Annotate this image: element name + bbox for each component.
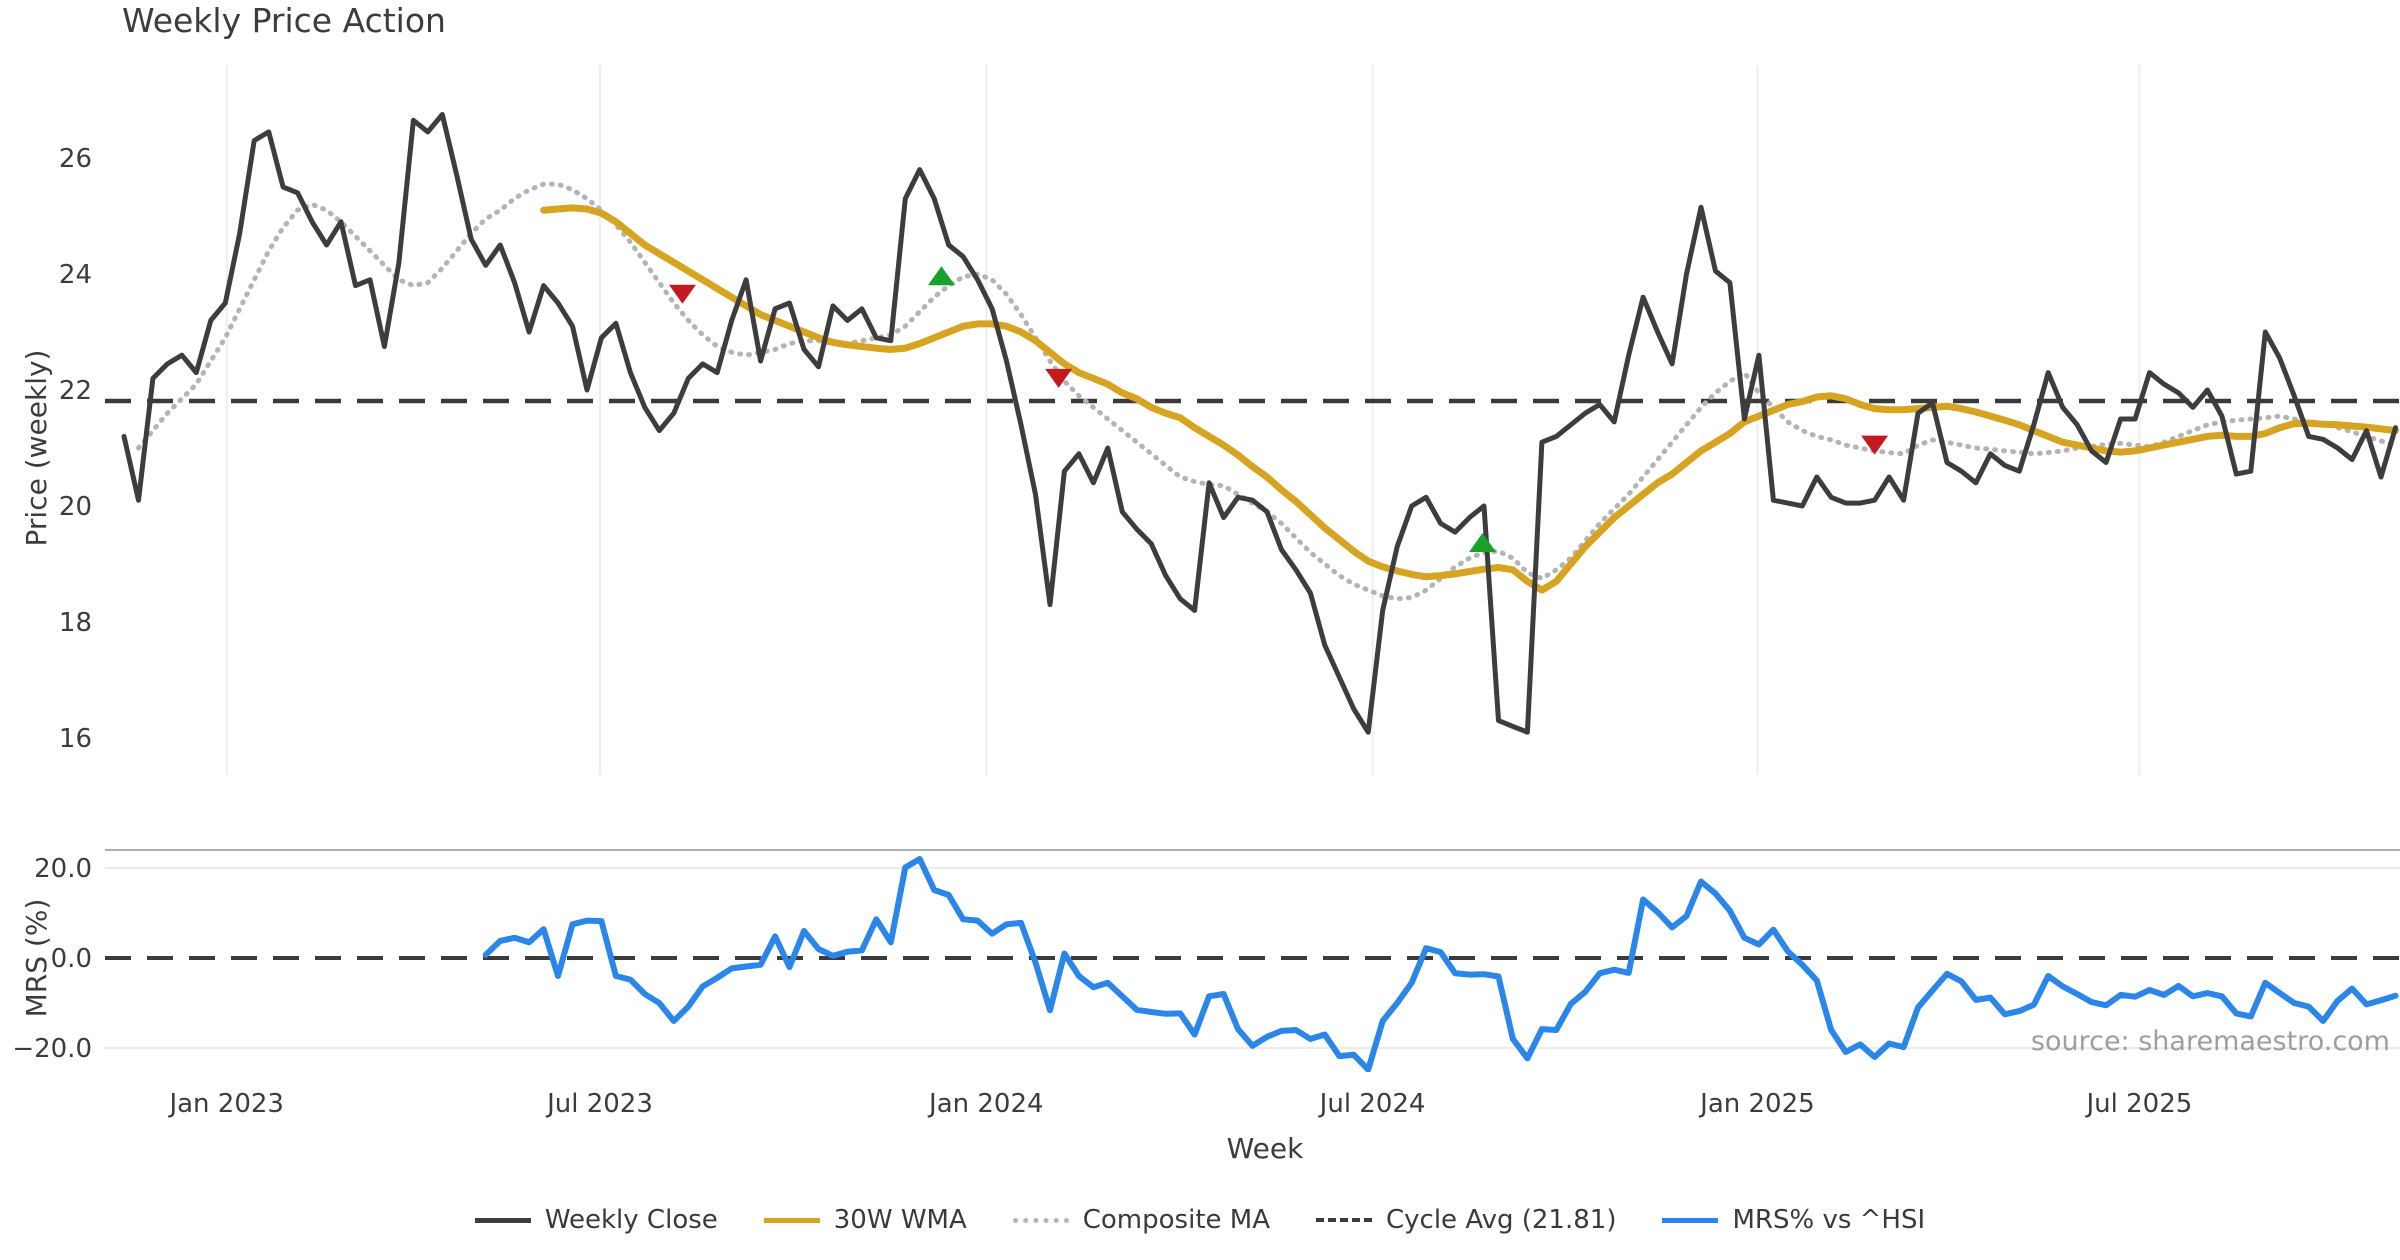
mrs-tick-label: −20.0 <box>12 1034 92 1064</box>
price-tick-label: 22 <box>59 376 92 406</box>
chart-title: Weekly Price Action <box>122 1 446 40</box>
buy-marker <box>1469 533 1497 553</box>
weekly-close-line <box>121 112 2398 735</box>
price-panel: 26 24 22 20 18 16 Price (weekly) <box>20 112 2400 754</box>
legend-label: Weekly Close <box>544 1205 718 1235</box>
wma-line-swatch <box>763 1217 820 1223</box>
mrs-tick-label: 20.0 <box>34 854 92 884</box>
legend-item-cycle-avg: Cycle Avg (21.81) <box>1316 1205 1616 1235</box>
mrs-axis-label: MRS (%) <box>20 899 53 1018</box>
mrs-gridlines <box>105 867 2400 1049</box>
source-note: source: sharemaestro.com <box>2031 1026 2390 1057</box>
chart-legend: Weekly Close 30W WMA Composite MA Cycle … <box>0 1205 2400 1235</box>
x-tick-label: Jul 2023 <box>545 1089 653 1119</box>
legend-item-30w-wma: 30W WMA <box>763 1205 967 1235</box>
sell-marker <box>668 284 696 304</box>
x-tick-label: Jan 2025 <box>1698 1089 1815 1119</box>
mrs-panel: 20.0 0.0 −20.0 MRS (%) source: sharemaestr… <box>12 849 2400 1072</box>
legend-item-mrs: MRS% vs ^HSI <box>1662 1205 1925 1235</box>
legend-label: Cycle Avg (21.81) <box>1386 1205 1617 1235</box>
price-tick-label: 24 <box>59 260 92 290</box>
cycle-avg-swatch <box>1316 1218 1372 1222</box>
x-axis-label: Week <box>1227 1132 1304 1165</box>
price-tick-label: 20 <box>59 492 92 522</box>
price-tick-label: 18 <box>59 608 92 638</box>
x-tick-label: Jul 2024 <box>1318 1089 1426 1119</box>
buy-marker <box>927 266 955 286</box>
x-tick-label: Jan 2024 <box>927 1089 1044 1119</box>
legend-label: Composite MA <box>1082 1205 1270 1235</box>
x-tick-label: Jan 2023 <box>167 1089 284 1119</box>
legend-label: MRS% vs ^HSI <box>1732 1205 1926 1235</box>
legend-item-weekly-close: Weekly Close <box>474 1205 718 1235</box>
x-tick-label: Jul 2025 <box>2084 1089 2192 1119</box>
price-tick-label: 16 <box>59 724 92 754</box>
legend-label: 30W WMA <box>833 1205 967 1235</box>
sell-marker <box>1045 368 1073 388</box>
price-axis-label: Price (weekly) <box>20 350 53 547</box>
price-axis-tick-labels: 26 24 22 20 18 16 <box>59 144 92 754</box>
mrs-axis-tick-labels: 20.0 0.0 −20.0 <box>12 854 92 1064</box>
legend-item-composite-ma: Composite MA <box>1012 1205 1270 1235</box>
weekly-close-line-swatch <box>474 1217 531 1223</box>
composite-ma-swatch <box>1012 1217 1069 1223</box>
sell-marker <box>1861 435 1889 455</box>
price-tick-label: 26 <box>59 144 92 174</box>
x-axis-tick-labels: Jan 2023 Jul 2023 Jan 2024 Jul 2024 Jan 2025… <box>167 1089 2192 1119</box>
mrs-tick-label: 0.0 <box>51 944 92 974</box>
mrs-line <box>482 856 2399 1072</box>
mrs-line-swatch <box>1662 1217 1719 1223</box>
buy-sell-markers <box>668 266 1889 553</box>
